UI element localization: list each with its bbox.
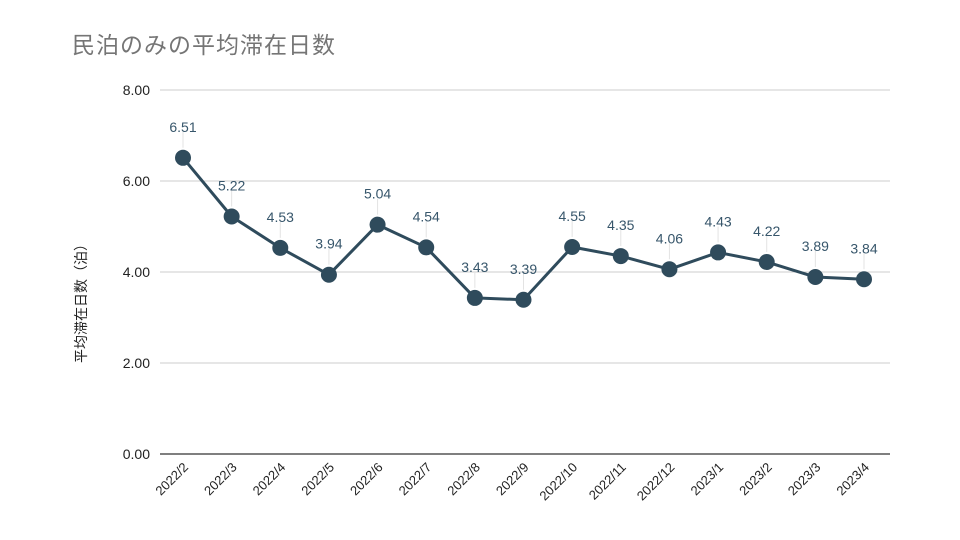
data-point xyxy=(320,266,337,283)
data-point xyxy=(758,253,775,270)
data-label: 3.84 xyxy=(850,240,877,256)
data-label: 4.22 xyxy=(753,223,780,239)
data-point xyxy=(175,149,191,166)
data-point xyxy=(515,291,532,308)
data-label: 5.04 xyxy=(364,186,391,202)
data-point xyxy=(612,248,629,265)
data-label: 6.51 xyxy=(169,119,196,135)
data-point xyxy=(418,239,435,256)
data-label: 4.06 xyxy=(656,230,683,246)
data-label: 3.39 xyxy=(510,261,537,277)
data-point xyxy=(272,239,289,256)
x-tick-label: 2022/6 xyxy=(347,460,386,499)
x-tick-label: 2022/4 xyxy=(250,460,289,499)
data-points xyxy=(175,149,872,308)
data-point xyxy=(807,269,824,286)
y-tick-label: 4.00 xyxy=(123,264,150,280)
data-point xyxy=(661,261,678,278)
data-point xyxy=(369,216,386,233)
data-label: 4.53 xyxy=(267,209,294,225)
gridlines xyxy=(160,89,890,455)
y-tick-label: 0.00 xyxy=(123,446,150,462)
data-label: 4.55 xyxy=(559,208,586,224)
x-tick-label: 2022/12 xyxy=(634,460,678,504)
y-axis-ticks: 0.00 2.00 4.00 6.00 8.00 xyxy=(123,82,150,462)
data-point xyxy=(564,238,581,255)
data-point xyxy=(856,271,872,288)
y-axis-label: 平均滞在日数（泊） xyxy=(74,237,90,363)
x-tick-label: 2023/2 xyxy=(736,460,775,499)
x-tick-label: 2022/8 xyxy=(444,460,483,499)
x-tick-label: 2022/10 xyxy=(536,460,580,504)
data-label: 5.22 xyxy=(218,177,245,193)
x-tick-label: 2022/5 xyxy=(298,460,337,499)
x-tick-label: 2022/7 xyxy=(396,460,435,499)
x-tick-label: 2023/4 xyxy=(833,460,872,499)
data-label: 4.43 xyxy=(704,213,731,229)
y-tick-label: 8.00 xyxy=(123,82,150,98)
data-label: 3.43 xyxy=(461,259,488,275)
x-tick-label: 2022/9 xyxy=(493,460,532,499)
data-label: 4.35 xyxy=(607,217,634,233)
y-tick-label: 6.00 xyxy=(123,173,150,189)
chart-title: 民泊のみの平均滞在日数 xyxy=(72,33,336,59)
x-axis-ticks: 2022/2 2022/3 2022/4 2022/5 2022/6 2022/7 2022… xyxy=(152,460,872,504)
data-label: 4.54 xyxy=(413,208,440,224)
x-tick-label: 2022/2 xyxy=(152,460,191,499)
y-tick-label: 2.00 xyxy=(123,355,150,371)
x-tick-label: 2023/3 xyxy=(785,460,824,499)
x-tick-label: 2022/3 xyxy=(201,460,240,499)
data-point xyxy=(466,289,483,306)
data-label: 3.89 xyxy=(802,238,829,254)
data-point xyxy=(223,208,240,225)
data-point xyxy=(710,244,727,261)
x-tick-label: 2022/11 xyxy=(586,460,629,503)
x-tick-label: 2023/1 xyxy=(687,460,726,499)
data-labels: 6.51 5.22 4.53 3.94 5.04 4.54 3.43 3.39 4.55 4.35… xyxy=(169,119,878,290)
data-label: 3.94 xyxy=(315,236,342,252)
